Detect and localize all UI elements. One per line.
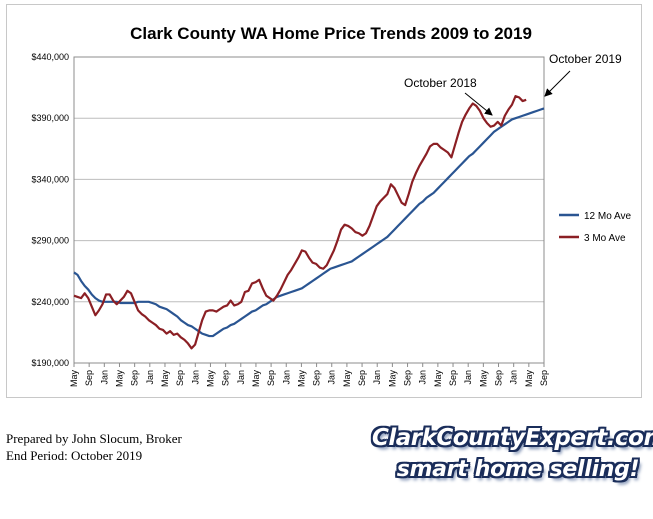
x-tick-label: May [205,370,215,388]
x-tick-label: Jan [190,370,200,385]
x-tick-label: Jan [236,370,246,385]
x-tick-label: Jan [509,370,519,385]
x-tick-label: Jan [418,370,428,385]
x-tick-label: Sep [448,370,458,386]
legend: 12 Mo Ave 3 Mo Ave [559,211,632,244]
annotation-october-2018: October 2018 [404,76,477,90]
x-tick-label: Sep [221,370,231,386]
logo-tagline-text: smart home selling! [396,457,640,482]
x-tick-label: Sep [175,370,185,386]
x-tick-label: May [524,370,534,388]
annotations: October 2018 October 2019 [404,52,622,116]
y-tick-label: $190,000 [31,358,69,368]
x-tick-label: Sep [266,370,276,386]
x-tick-label: Jan [99,370,109,385]
series-line-3-mo-ave [73,95,527,350]
x-tick-label: Jan [327,370,337,385]
line-chart: Clark County WA Home Price Trends 2009 t… [31,24,632,387]
prepared-by-note: Prepared by John Slocum, Broker [6,431,182,446]
x-tick-label: Jan [145,370,155,385]
x-tick-label: Jan [463,370,473,385]
series-line-12-mo-ave [73,107,545,338]
brand-logo[interactable]: ClarkCountyExpert.com smart home selling… [372,423,653,489]
logo-domain-text: ClarkCountyExpert.com [372,425,653,451]
legend-label: 3 Mo Ave [584,233,626,244]
x-tick-label: Sep [357,370,367,386]
x-tick-label: Sep [84,370,94,386]
annotation-october-2019: October 2019 [549,52,622,66]
legend-label: 12 Mo Ave [584,211,632,222]
x-tick-label: Sep [312,370,322,386]
x-tick-label: Jan [372,370,382,385]
plot-area-border [73,56,545,364]
x-tick-label: May [251,370,261,388]
series-lines [73,95,545,350]
x-tick-label: Jan [281,370,291,385]
x-tick-label: May [387,370,397,388]
y-tick-label: $440,000 [31,52,69,62]
x-tick-label: May [114,370,124,388]
x-tick-label: May [478,370,488,388]
x-tick-label: Sep [494,370,504,386]
x-tick-label: Sep [403,370,413,386]
chart-frame: Clark County WA Home Price Trends 2009 t… [6,4,642,398]
chart-title: Clark County WA Home Price Trends 2009 t… [130,24,532,43]
x-tick-label: May [296,370,306,388]
y-tick-label: $340,000 [31,174,69,184]
axes: $190,000 $240,000 $290,000 $340,000 $390,000… [31,52,549,387]
end-period-note: End Period: October 2019 [6,448,143,463]
y-tick-label: $390,000 [31,113,69,123]
annotation-arrow-2018 [464,92,493,116]
x-tick-label: Sep [539,370,549,386]
x-tick-label: May [69,370,79,388]
y-tick-label: $290,000 [31,236,69,246]
x-tick-label: May [160,370,170,388]
x-tick-label: Sep [130,370,140,386]
x-tick-label: May [433,370,443,388]
x-tick-label: May [342,370,352,388]
annotation-arrow-2019 [544,70,571,97]
y-tick-label: $240,000 [31,297,69,307]
